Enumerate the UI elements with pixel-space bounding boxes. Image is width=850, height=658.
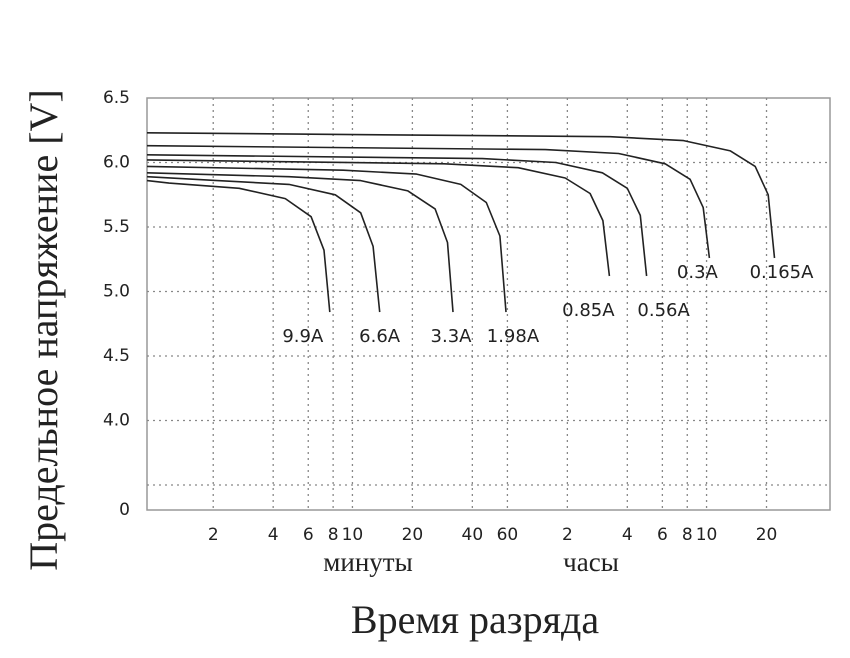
series-label: 0.56A bbox=[637, 300, 690, 321]
x-tick-label: 60 bbox=[497, 525, 519, 545]
x-tick-label: 8 bbox=[682, 525, 693, 545]
series-label: 9.9A bbox=[282, 326, 324, 347]
series-label: 1.98A bbox=[487, 326, 540, 347]
x-tick-label: 10 bbox=[342, 525, 364, 545]
x-tick-label: 4 bbox=[622, 525, 633, 545]
x-tick-label: 4 bbox=[268, 525, 279, 545]
y-axis-title: Предельное напряжение [V] bbox=[21, 89, 66, 570]
y-tick-label: 5.5 bbox=[103, 217, 130, 237]
series-line bbox=[146, 172, 454, 313]
series-line bbox=[146, 154, 648, 277]
x-tick-label: 6 bbox=[303, 525, 314, 545]
series-line bbox=[146, 144, 711, 259]
series-label: 0.85A bbox=[562, 300, 615, 321]
x-group-label: часы bbox=[563, 547, 619, 577]
series-label: 0.165A bbox=[750, 262, 815, 283]
x-tick-label: 10 bbox=[696, 525, 718, 545]
y-tick-label: 6.0 bbox=[103, 153, 130, 173]
x-axis-title: Время разряда bbox=[351, 597, 599, 642]
y-tick-label: 4.5 bbox=[103, 346, 130, 366]
x-tick-label: 2 bbox=[208, 525, 219, 545]
series-line bbox=[146, 165, 507, 313]
x-tick-label: 8 bbox=[328, 525, 339, 545]
series-label: 6.6A bbox=[359, 326, 401, 347]
series-line bbox=[146, 159, 611, 277]
y-tick-label: 4.0 bbox=[103, 411, 130, 431]
y-tick-label: 0 bbox=[119, 500, 130, 520]
x-tick-label: 6 bbox=[657, 525, 668, 545]
series-label: 0.3A bbox=[677, 262, 719, 283]
series-label: 3.3A bbox=[431, 326, 473, 347]
series-line bbox=[146, 132, 776, 259]
x-tick-label: 20 bbox=[402, 525, 424, 545]
x-tick-label: 40 bbox=[462, 525, 484, 545]
x-tick-label: 2 bbox=[562, 525, 573, 545]
series-line bbox=[146, 175, 381, 313]
x-group-label: минуты bbox=[323, 547, 412, 577]
series-line bbox=[146, 179, 331, 313]
x-tick-label: 20 bbox=[756, 525, 778, 545]
y-tick-label: 6.5 bbox=[103, 88, 130, 108]
y-tick-label: 5.0 bbox=[103, 282, 130, 302]
plot-frame bbox=[146, 97, 831, 511]
